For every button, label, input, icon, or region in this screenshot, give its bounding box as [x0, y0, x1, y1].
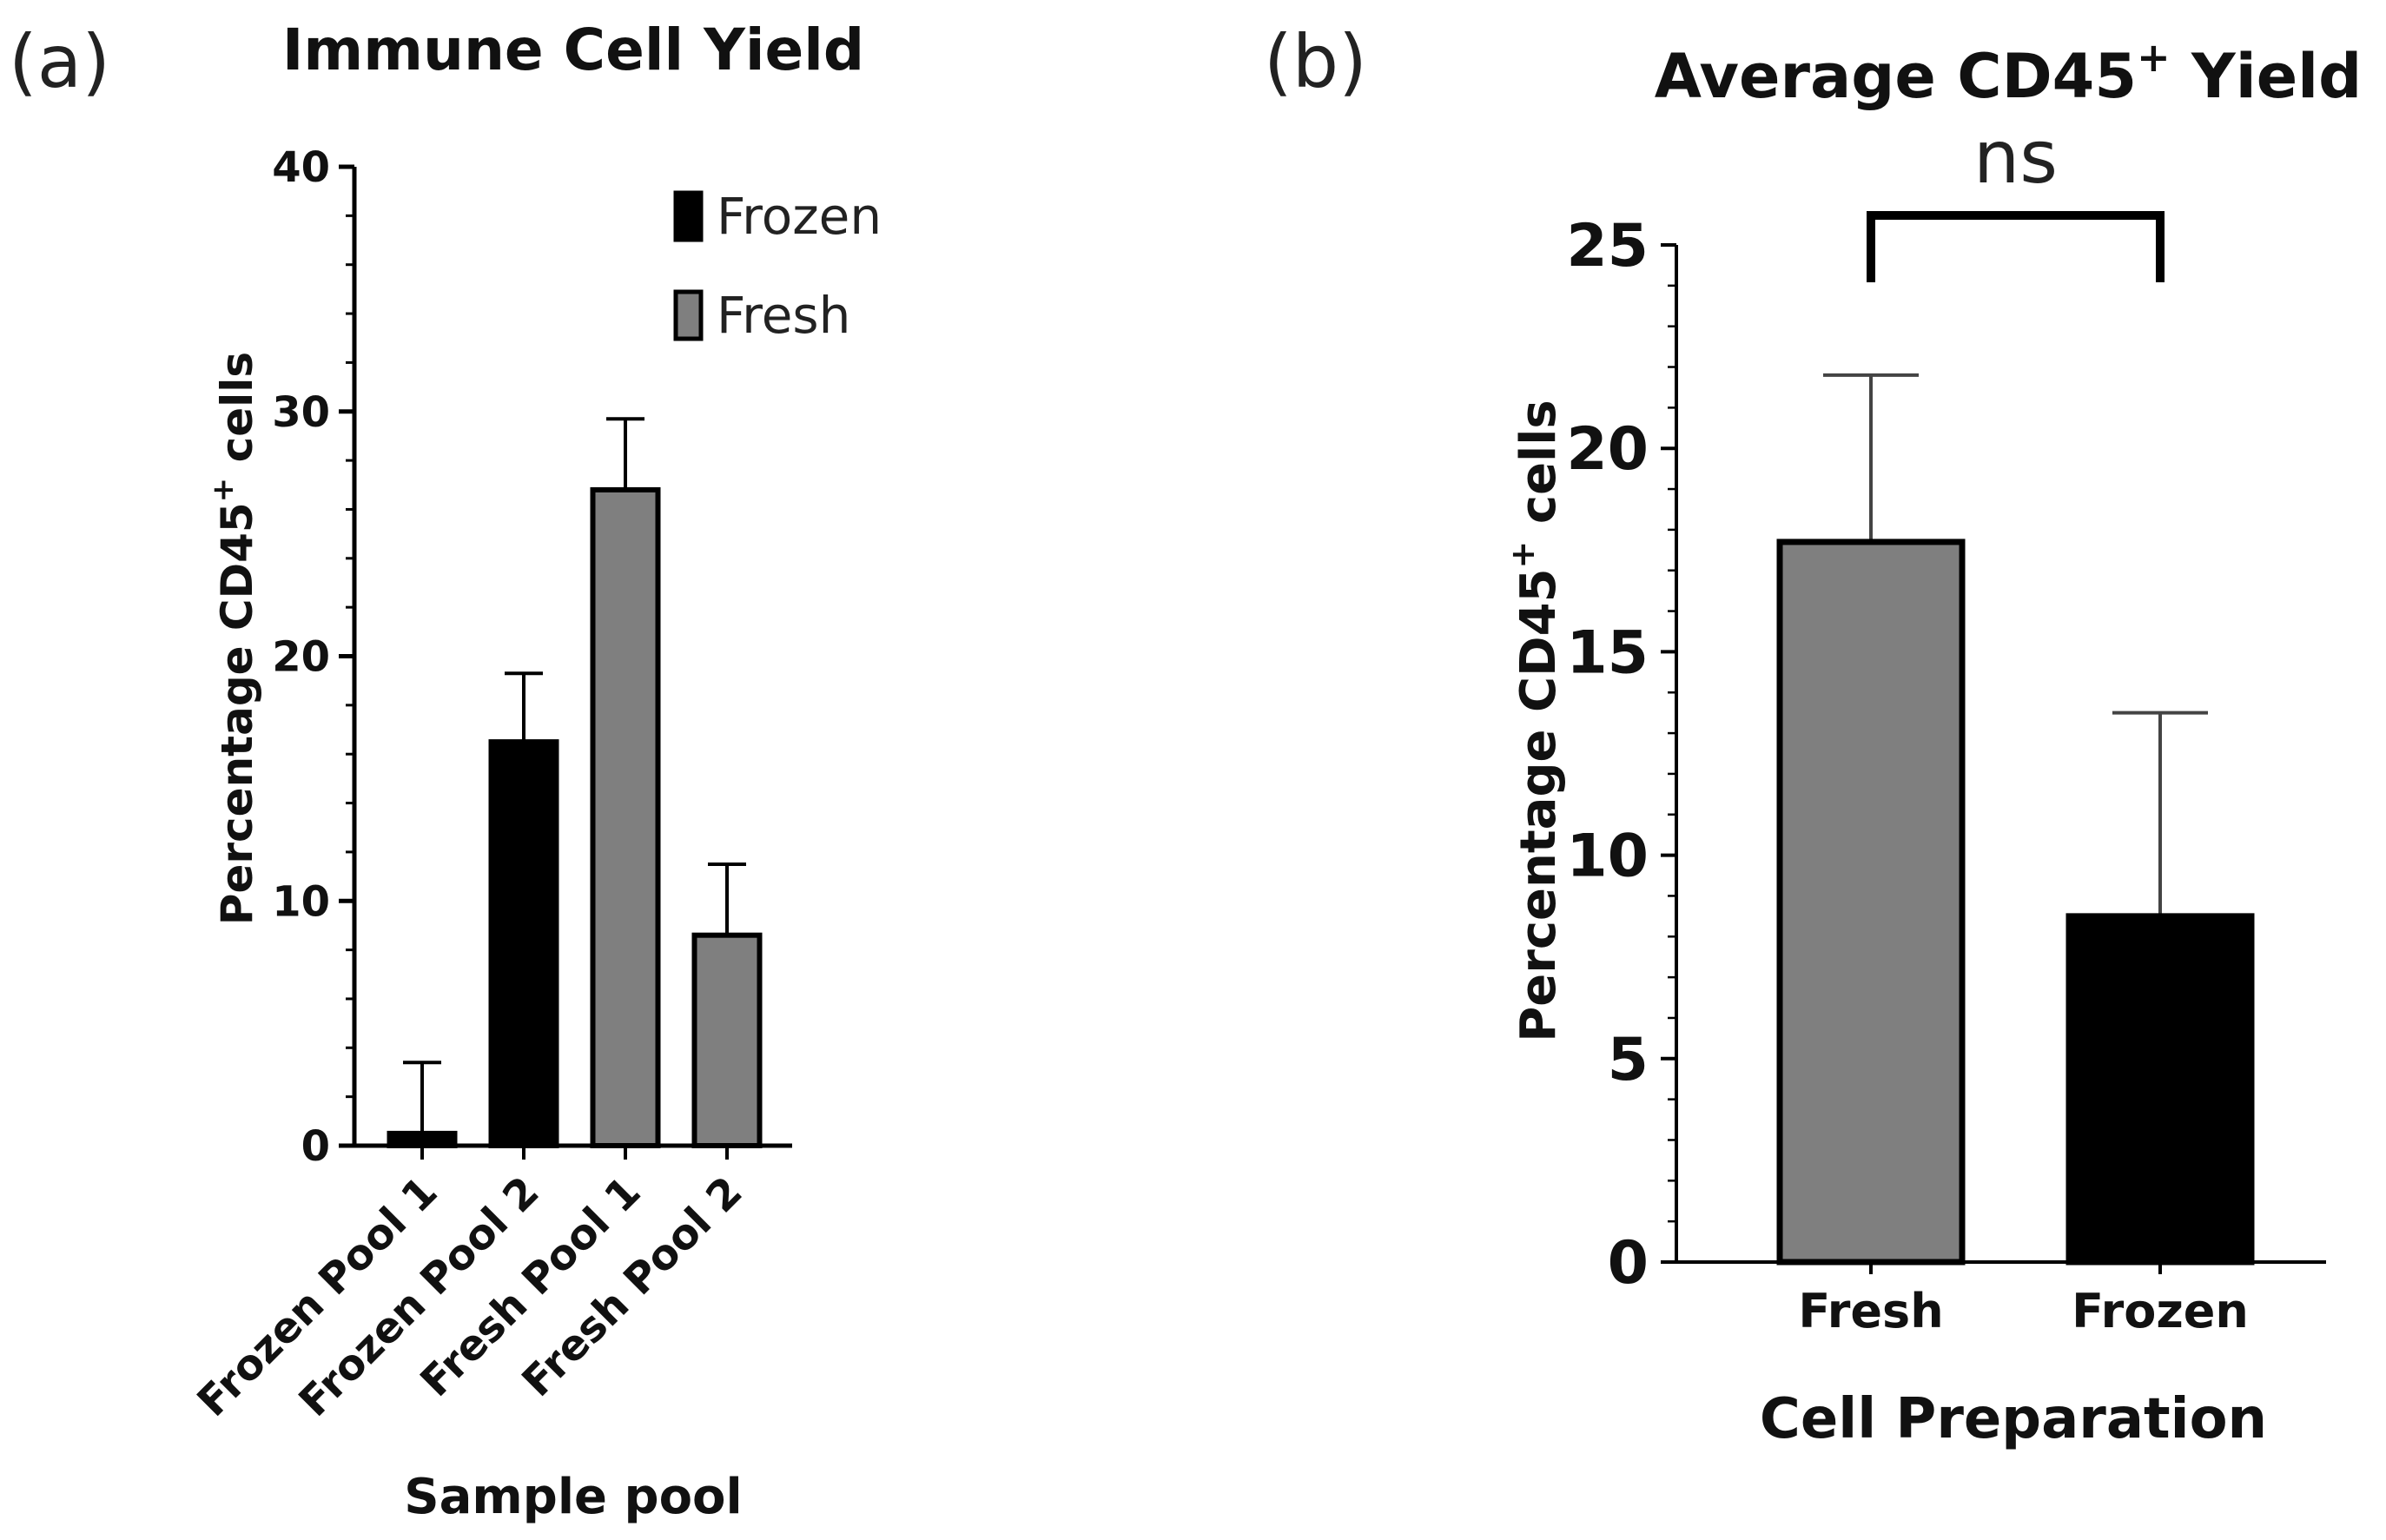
panel-b-significance-label: ns: [1973, 115, 2058, 200]
panel-a-y-tick-label: 20: [272, 633, 330, 682]
panel-a-legend-label-fresh: Fresh: [717, 286, 850, 345]
panel-a-legend-label-frozen: Frozen: [717, 187, 882, 246]
panel-a-y-tick-label: 30: [272, 388, 330, 437]
panel-a-y-ticks: 0 10 20 30 40: [272, 143, 354, 1171]
panel-a-y-tick-label: 10: [272, 877, 330, 926]
panel-b-y-tick-label: 0: [1608, 1229, 1649, 1298]
panel-b-y-tick-label: 25: [1566, 212, 1649, 281]
panel-b-x-ticks: Fresh Frozen: [1798, 1262, 2249, 1338]
panel-b-significance-bracket: [1867, 211, 2165, 282]
panel-b-x-tick-label: Frozen: [2072, 1284, 2249, 1338]
panel-a-bar-fresh-pool-1: [590, 486, 661, 1148]
panel-a-y-axis-label: Percentage CD45+ cells: [206, 352, 262, 925]
panel-b-bar-fresh: [1776, 539, 1966, 1266]
panel-b-x-axis-label: Cell Preparation: [1760, 1387, 2267, 1451]
panel-b-y-tick-label: 20: [1566, 415, 1649, 484]
panel-a-x-axis-label: Sample pool: [404, 1469, 742, 1525]
panel-a-legend-swatch-fresh: [673, 289, 704, 341]
panel-a-bar-frozen-pool-1: [387, 1130, 458, 1148]
panel-a-legend: Frozen Fresh: [673, 187, 882, 345]
panel-a-y-tick-label: 0: [301, 1122, 330, 1171]
panel-a-y-tick-label: 40: [272, 143, 330, 192]
panel-b: (b) Average CD45+ Yield 0 5 10 15 20 25 Fresh…: [1264, 19, 2362, 1451]
panel-b-significance: ns: [1867, 115, 2165, 282]
panel-a-bar-frozen-pool-2: [488, 739, 559, 1148]
panel-b-y-tick-label: 10: [1566, 823, 1649, 891]
panel-a-title: Immune Cell Yield: [282, 17, 864, 83]
panel-b-y-ticks: 0 5 10 15 20 25: [1566, 212, 1676, 1298]
panel-b-title: Average CD45+ Yield: [1655, 34, 2363, 112]
panel-b-bars: [1776, 373, 2255, 1266]
panel-a: (a) Immune Cell Yield 0 10 20 30 40 Frozen P…: [9, 17, 882, 1525]
panel-a-bar-fresh-pool-2: [691, 932, 763, 1148]
panel-b-y-tick-label: 15: [1566, 618, 1649, 687]
panel-a-legend-swatch-frozen: [673, 190, 704, 242]
panel-a-bars: [387, 417, 763, 1148]
panel-a-label: (a): [9, 19, 110, 104]
panel-b-y-tick-label: 5: [1608, 1026, 1649, 1094]
panel-b-label: (b): [1264, 19, 1367, 104]
panel-b-bar-frozen: [2065, 913, 2255, 1266]
panel-b-x-tick-label: Fresh: [1798, 1284, 1943, 1338]
panel-b-y-axis-label: Percentage CD45+ cells: [1504, 400, 1567, 1042]
